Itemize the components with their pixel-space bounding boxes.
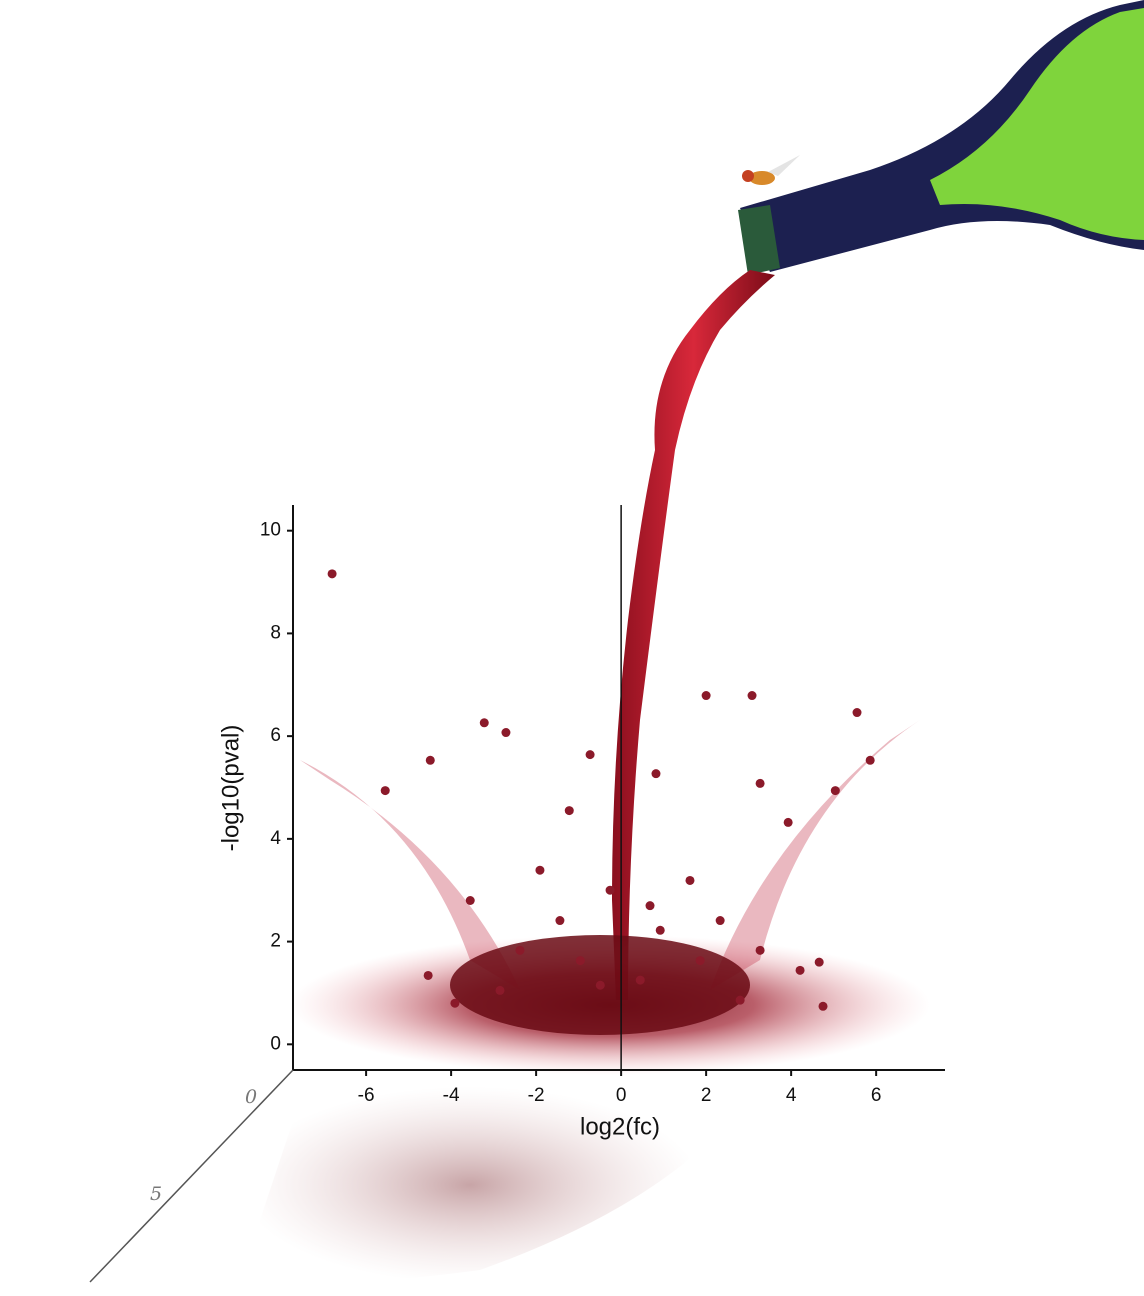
point <box>423 970 433 980</box>
depth-tick-label: 5 <box>150 1183 162 1205</box>
y-tick-label: 0 <box>270 1033 281 1054</box>
point <box>755 778 765 788</box>
y-axis-label: -log10(pval) <box>217 725 244 852</box>
point <box>425 755 435 765</box>
point <box>515 945 525 955</box>
point <box>715 916 725 926</box>
point <box>450 998 460 1008</box>
point <box>465 896 475 905</box>
x-tick-label: 4 <box>786 1085 797 1106</box>
x-tick-label: -6 <box>358 1085 375 1106</box>
point <box>495 985 505 995</box>
point <box>852 708 862 718</box>
point <box>783 817 793 827</box>
y-tick-label: 6 <box>270 725 281 746</box>
point <box>555 916 565 926</box>
x-tick-label: 6 <box>871 1085 882 1106</box>
y-tick-label: 4 <box>270 828 281 849</box>
depth-tick-label: 0 <box>245 1086 257 1108</box>
point <box>501 728 511 738</box>
point <box>605 885 615 895</box>
point <box>380 786 390 796</box>
point <box>564 806 574 816</box>
point <box>575 956 585 966</box>
point <box>585 750 595 760</box>
point <box>747 691 757 701</box>
point <box>535 865 545 875</box>
point <box>327 569 337 579</box>
point <box>635 975 645 985</box>
point <box>701 691 711 701</box>
point <box>795 965 805 975</box>
point <box>645 901 655 911</box>
x-tick-label: 0 <box>616 1085 627 1106</box>
point <box>651 769 661 779</box>
x-axis-label: log2(fc) <box>580 1113 660 1140</box>
y-tick-label: 2 <box>270 931 281 952</box>
point <box>830 786 840 796</box>
y-tick-label: 10 <box>260 520 281 541</box>
point <box>595 980 605 990</box>
point <box>865 755 875 765</box>
y-tick-label: 8 <box>270 622 281 643</box>
depth-axis <box>89 1069 294 1283</box>
x-tick-label: 2 <box>701 1085 712 1106</box>
point <box>818 1001 828 1011</box>
point <box>735 995 745 1005</box>
point <box>755 945 765 955</box>
point <box>479 718 489 728</box>
x-tick-label: -2 <box>528 1085 545 1106</box>
point <box>685 875 695 885</box>
point <box>655 925 665 935</box>
point <box>695 956 705 966</box>
x-tick-label: -4 <box>443 1085 460 1106</box>
point <box>814 957 824 967</box>
illustration <box>240 0 1144 1284</box>
